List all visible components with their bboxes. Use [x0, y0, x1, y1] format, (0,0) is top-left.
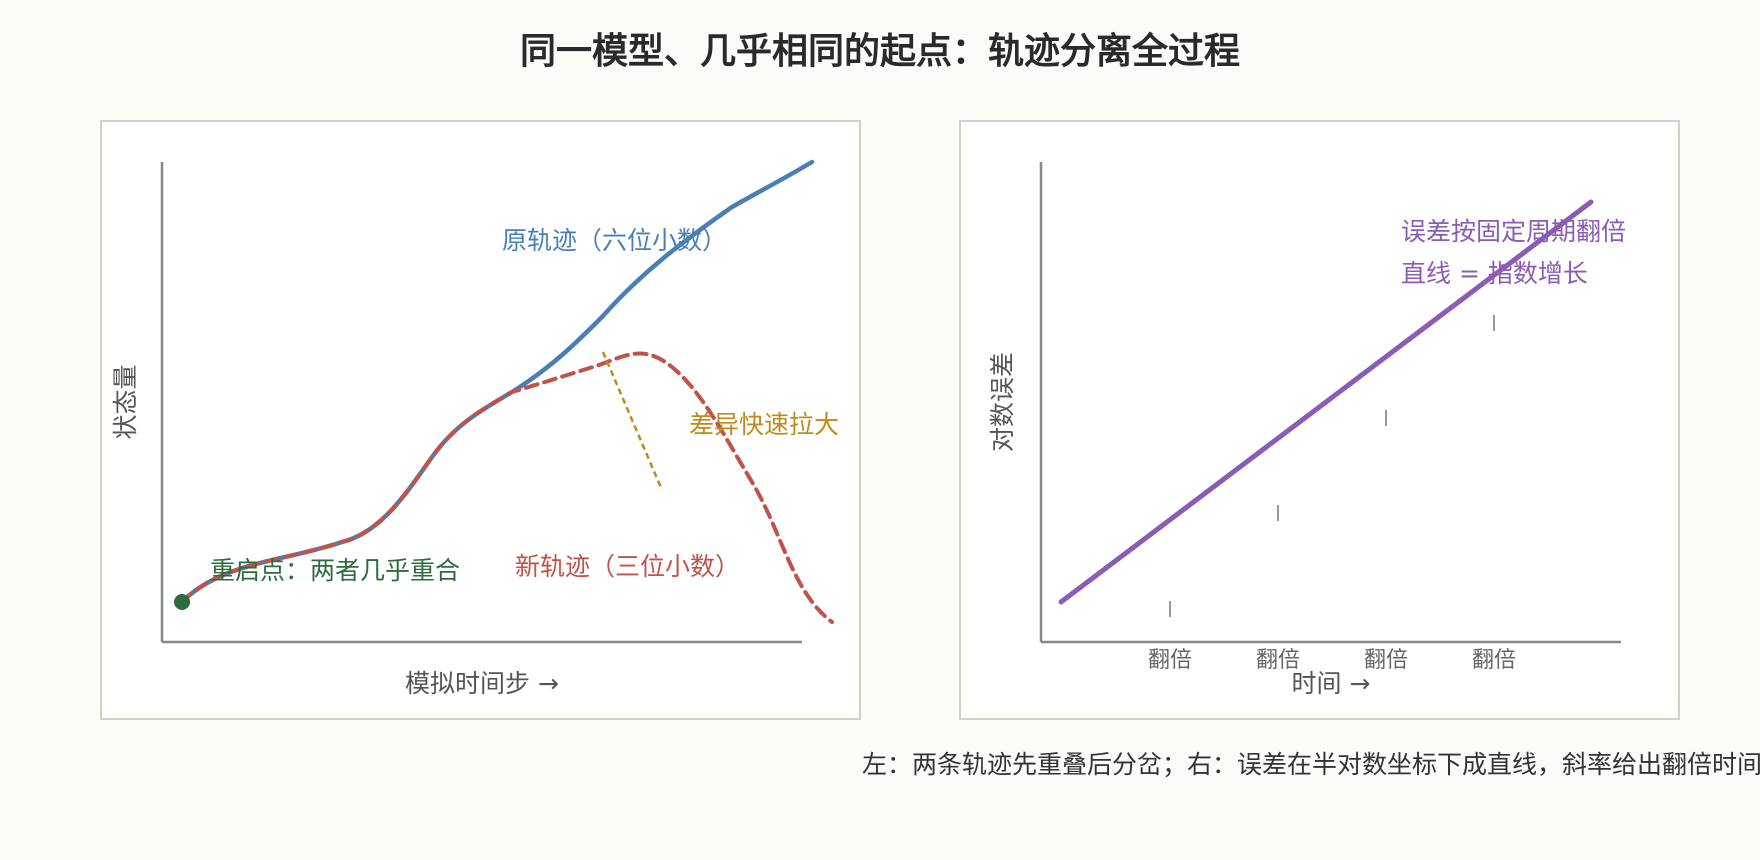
x-axis-label: 模拟时间步 →: [405, 669, 559, 698]
y-axis-label: 状态量: [111, 364, 140, 439]
divergence-indicator: [601, 351, 664, 491]
x-axis-label: 时间 →: [1292, 669, 1371, 698]
doubling-tick-label: 翻倍: [1472, 648, 1516, 673]
figure-caption: 左：两条轨迹先重叠后分岔；右：误差在半对数坐标下成直线，斜率给出翻倍时间: [862, 750, 1760, 779]
error-annotation-line1: 误差按固定周期翻倍: [1401, 217, 1626, 246]
trajectory-diagram: 原轨迹（六位小数） 新轨迹（三位小数） 重启点：两者几乎重合 差异快速拉大 模拟…: [111, 159, 839, 698]
trajectory-panel: 原轨迹（六位小数） 新轨迹（三位小数） 重启点：两者几乎重合 差异快速拉大 模拟…: [100, 120, 861, 720]
error-annotation-line2: 直线 = 指数增长: [1401, 259, 1588, 288]
new-trajectory-label: 新轨迹（三位小数）: [515, 552, 740, 581]
original-trajectory-label: 原轨迹（六位小数）: [502, 226, 727, 255]
doubling-tick-label: 翻倍: [1256, 648, 1300, 673]
page-title: 同一模型、几乎相同的起点：轨迹分离全过程: [519, 31, 1240, 72]
new-trajectory: [180, 351, 834, 624]
doubling-tick-label: 翻倍: [1364, 648, 1408, 673]
y-axis-label: 对数误差: [988, 352, 1017, 452]
log-error-panel: 翻倍 翻倍 翻倍 翻倍 误差按固定周期翻倍 直线 = 指数增长 时间 → 对数误…: [959, 120, 1680, 720]
restart-point-marker: [174, 594, 190, 610]
doubling-tick-label: 翻倍: [1148, 648, 1192, 673]
log-error-diagram: 翻倍 翻倍 翻倍 翻倍 误差按固定周期翻倍 直线 = 指数增长 时间 → 对数误…: [988, 162, 1626, 698]
restart-point-label: 重启点：两者几乎重合: [210, 556, 460, 585]
error-growth-line: [1058, 199, 1594, 605]
divergence-label: 差异快速拉大: [689, 410, 839, 439]
